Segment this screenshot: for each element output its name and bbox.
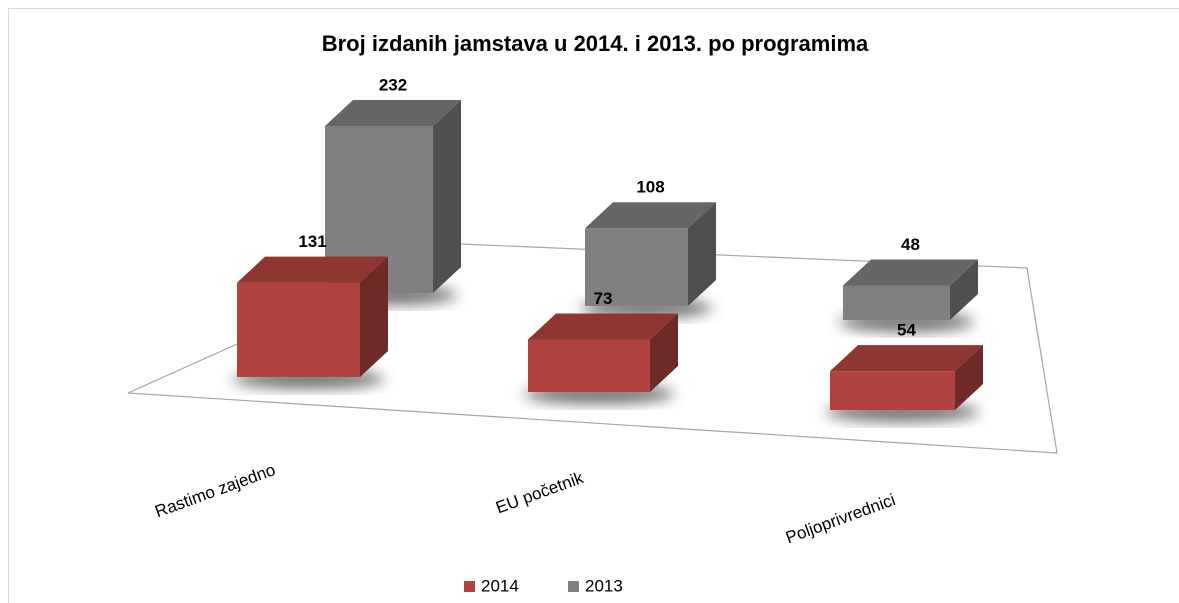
bar-side bbox=[433, 99, 461, 294]
bar-front bbox=[528, 339, 650, 392]
bar-front bbox=[830, 371, 955, 410]
chart-frame bbox=[8, 8, 1179, 603]
legend-swatch bbox=[464, 581, 475, 592]
bar-top bbox=[843, 259, 978, 286]
bar bbox=[843, 259, 978, 320]
bar-side bbox=[688, 202, 716, 306]
bar bbox=[325, 99, 461, 294]
bar-top bbox=[237, 256, 388, 283]
value-label: 108 bbox=[636, 178, 664, 197]
bar-side bbox=[955, 345, 983, 410]
bar-side bbox=[360, 256, 388, 377]
x-tick-label: EU početnik bbox=[493, 468, 586, 517]
bar-side bbox=[650, 313, 678, 392]
bar-top bbox=[325, 99, 461, 126]
legend-label: 2014 bbox=[481, 576, 519, 595]
value-label: 73 bbox=[594, 289, 613, 308]
bar bbox=[585, 202, 716, 306]
bar-front bbox=[585, 228, 688, 306]
bar bbox=[830, 345, 983, 410]
bar-top bbox=[528, 313, 678, 340]
bar-front bbox=[237, 282, 360, 377]
bar bbox=[237, 256, 388, 377]
value-label: 48 bbox=[901, 235, 920, 254]
value-label: 54 bbox=[897, 321, 916, 340]
bar-side bbox=[950, 259, 978, 320]
x-tick-label: Poljoprivrednici bbox=[783, 490, 898, 547]
bar bbox=[528, 313, 678, 392]
bar-top bbox=[585, 202, 716, 229]
bar-front bbox=[325, 125, 433, 294]
value-label: 232 bbox=[379, 75, 407, 94]
bar-top bbox=[830, 345, 983, 372]
bar-front bbox=[843, 285, 950, 320]
value-label: 131 bbox=[298, 232, 326, 251]
legend-swatch bbox=[568, 581, 579, 592]
legend-label: 2013 bbox=[585, 576, 623, 595]
x-tick-label: Rastimo zajedno bbox=[152, 460, 277, 521]
chart-title: Broj izdanih jamstava u 2014. i 2013. po… bbox=[322, 31, 869, 56]
